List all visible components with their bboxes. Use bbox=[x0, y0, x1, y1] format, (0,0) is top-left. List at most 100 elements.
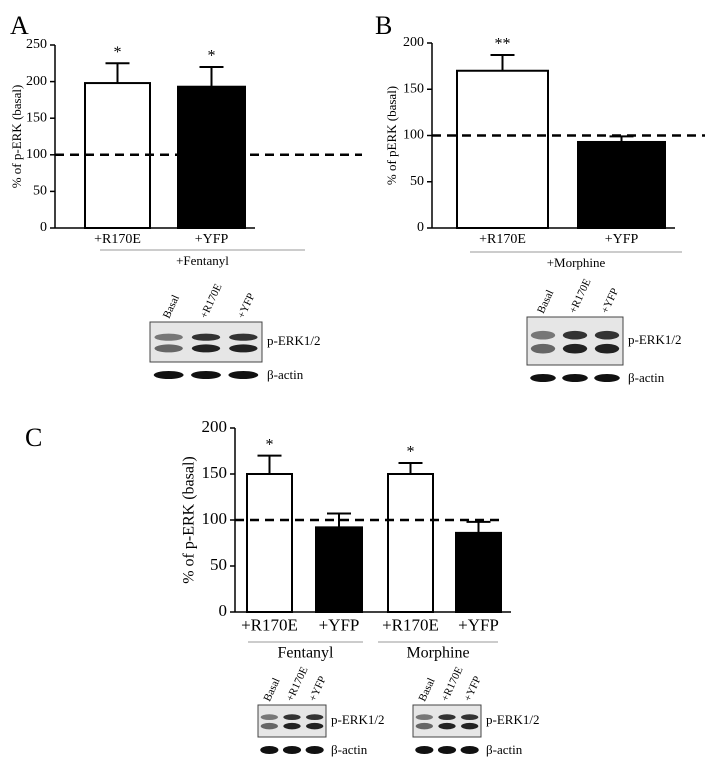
blot-image bbox=[412, 704, 482, 738]
error-bar bbox=[199, 65, 224, 87]
error-bar bbox=[257, 454, 282, 474]
lane-label: +YFP bbox=[462, 674, 484, 703]
lane-label: Basal bbox=[416, 676, 437, 703]
actin-band bbox=[228, 371, 259, 379]
group-label: +Morphine bbox=[547, 255, 606, 270]
lane-label: +YFP bbox=[599, 286, 621, 315]
y-axis-label: % of p-ERK (basal) bbox=[9, 85, 24, 189]
y-tick-label: 150 bbox=[26, 110, 47, 125]
error-bar bbox=[398, 461, 423, 474]
blot-image bbox=[149, 321, 263, 363]
x-tick-label: +R170E bbox=[479, 232, 526, 247]
x-tick-label: +R170E bbox=[241, 615, 298, 634]
blot-band bbox=[154, 333, 183, 341]
y-tick-label: 250 bbox=[26, 37, 47, 52]
y-tick-label: 200 bbox=[202, 417, 228, 436]
x-tick-label: +YFP bbox=[605, 232, 639, 247]
significance: * bbox=[114, 44, 122, 61]
band-label: β-actin bbox=[267, 367, 304, 382]
bar bbox=[456, 69, 549, 229]
y-tick-label: 100 bbox=[403, 128, 424, 143]
lane-label: Basal bbox=[161, 293, 182, 320]
blot-band bbox=[562, 343, 588, 354]
bar bbox=[455, 531, 502, 614]
actin-band bbox=[530, 374, 556, 382]
lane-label: Basal bbox=[535, 288, 556, 315]
blot-band bbox=[191, 333, 221, 341]
x-tick-label: +R170E bbox=[94, 232, 141, 247]
significance: * bbox=[208, 48, 216, 65]
band-label: p-ERK1/2 bbox=[267, 333, 320, 348]
lane-label: +R170E bbox=[198, 282, 225, 321]
y-tick-label: 150 bbox=[403, 81, 424, 96]
actin-band bbox=[437, 746, 457, 754]
y-axis-label: % of p-ERK (basal) bbox=[181, 456, 198, 584]
blot-band bbox=[306, 714, 324, 721]
lane-label: +YFP bbox=[235, 291, 257, 320]
bar bbox=[387, 473, 434, 613]
blot-band bbox=[562, 330, 588, 340]
x-tick-label: +YFP bbox=[195, 232, 229, 247]
lane-label: Basal bbox=[261, 676, 282, 703]
band-label: β-actin bbox=[331, 742, 368, 757]
error-bar bbox=[466, 520, 491, 533]
error-bar bbox=[327, 512, 351, 528]
y-tick-label: 0 bbox=[417, 220, 424, 235]
blot-band bbox=[594, 343, 620, 354]
blot-band bbox=[530, 330, 556, 340]
y-tick-label: 100 bbox=[202, 509, 228, 528]
y-tick-label: 100 bbox=[26, 147, 47, 162]
y-tick-label: 0 bbox=[219, 601, 228, 620]
band-label: β-actin bbox=[628, 370, 665, 385]
bar bbox=[246, 473, 293, 613]
blot-band bbox=[191, 344, 221, 353]
blot-image bbox=[526, 316, 624, 366]
error-bar bbox=[105, 62, 130, 84]
y-tick-label: 50 bbox=[33, 184, 47, 199]
panel-label: C bbox=[25, 423, 42, 452]
y-tick-label: 200 bbox=[403, 35, 424, 50]
blot-band bbox=[415, 722, 433, 730]
blot-band bbox=[229, 344, 258, 353]
actin-band bbox=[415, 746, 434, 754]
significance: * bbox=[407, 444, 415, 461]
blot-band bbox=[154, 344, 183, 353]
significance: * bbox=[266, 436, 274, 453]
error-bar bbox=[490, 54, 515, 71]
y-tick-label: 50 bbox=[210, 555, 227, 574]
blot-band bbox=[594, 330, 620, 340]
blot-band bbox=[461, 714, 479, 721]
blot-band bbox=[438, 714, 456, 721]
y-tick-label: 150 bbox=[202, 463, 228, 482]
band-label: p-ERK1/2 bbox=[486, 712, 539, 727]
actin-band bbox=[305, 746, 324, 754]
band-label: p-ERK1/2 bbox=[628, 332, 681, 347]
x-tick-label: +YFP bbox=[319, 615, 360, 634]
blot-band bbox=[530, 343, 556, 354]
significance: ** bbox=[495, 36, 511, 53]
panel-label: B bbox=[375, 11, 392, 40]
y-tick-label: 0 bbox=[40, 220, 47, 235]
band-label: p-ERK1/2 bbox=[331, 712, 384, 727]
group-label: Morphine bbox=[406, 645, 469, 662]
blot-band bbox=[260, 714, 278, 721]
bar bbox=[577, 140, 666, 230]
blot-band bbox=[260, 722, 278, 730]
y-axis-label: % of pERK (basal) bbox=[384, 86, 399, 185]
group-label: Fentanyl bbox=[278, 645, 335, 662]
y-tick-label: 200 bbox=[26, 74, 47, 89]
blot-band bbox=[306, 722, 324, 730]
actin-band bbox=[594, 374, 620, 382]
actin-band bbox=[191, 371, 221, 379]
blot-band bbox=[461, 722, 479, 730]
actin-band bbox=[153, 371, 184, 379]
blot-band bbox=[438, 722, 456, 730]
lane-label: +R170E bbox=[567, 277, 594, 316]
x-tick-label: +R170E bbox=[382, 615, 439, 634]
blot-image bbox=[257, 704, 327, 738]
y-tick-label: 50 bbox=[410, 174, 424, 189]
actin-band bbox=[562, 374, 588, 382]
actin-band bbox=[460, 746, 479, 754]
group-label: +Fentanyl bbox=[176, 253, 229, 268]
